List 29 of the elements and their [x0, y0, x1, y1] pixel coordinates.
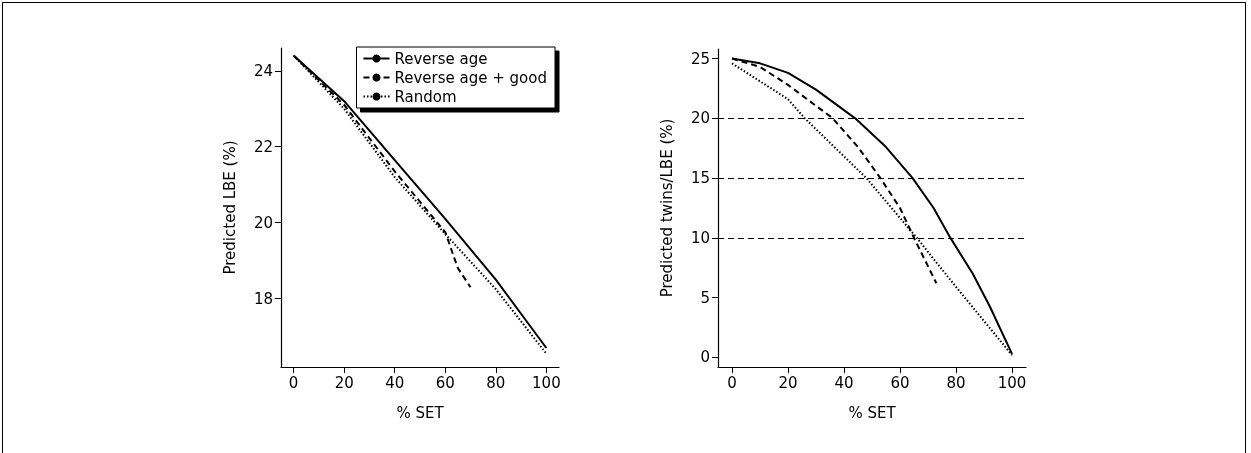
x-axis-title: % SET — [848, 403, 897, 422]
x-tick-label: 60 — [435, 373, 455, 392]
x-tick-label: 80 — [486, 373, 506, 392]
x-tick-label: 20 — [778, 373, 798, 392]
y-tick-label: 20 — [253, 213, 273, 232]
y-axis-title: Predicted twins/LBE (%) — [657, 118, 676, 298]
x-tick-label: 60 — [890, 373, 910, 392]
x-tick-label: 100 — [997, 373, 1027, 392]
x-tick-label: 40 — [834, 373, 854, 392]
y-tick-label: 5 — [700, 288, 710, 307]
y-tick-label: 25 — [690, 49, 710, 68]
y-tick-label: 18 — [253, 289, 273, 308]
x-tick-label: 40 — [385, 373, 405, 392]
y-tick-label: 20 — [690, 109, 710, 128]
y-tick-label: 24 — [253, 61, 273, 80]
legend-label: Reverse age + good — [394, 68, 548, 87]
y-tick-label: 15 — [690, 169, 710, 188]
x-axis-title: % SET — [396, 403, 445, 422]
y-axis-title: Predicted LBE (%) — [220, 140, 239, 275]
x-tick-label: 0 — [727, 373, 737, 392]
x-tick-label: 80 — [946, 373, 966, 392]
y-tick-label: 22 — [253, 137, 273, 156]
x-tick-label: 0 — [288, 373, 299, 392]
legend-label: Random — [394, 87, 457, 106]
y-tick-label: 10 — [690, 228, 710, 247]
y-tick-label: 0 — [700, 348, 710, 367]
legend-label: Reverse age — [394, 49, 488, 68]
x-tick-label: 20 — [334, 373, 354, 392]
x-tick-label: 100 — [532, 373, 561, 392]
